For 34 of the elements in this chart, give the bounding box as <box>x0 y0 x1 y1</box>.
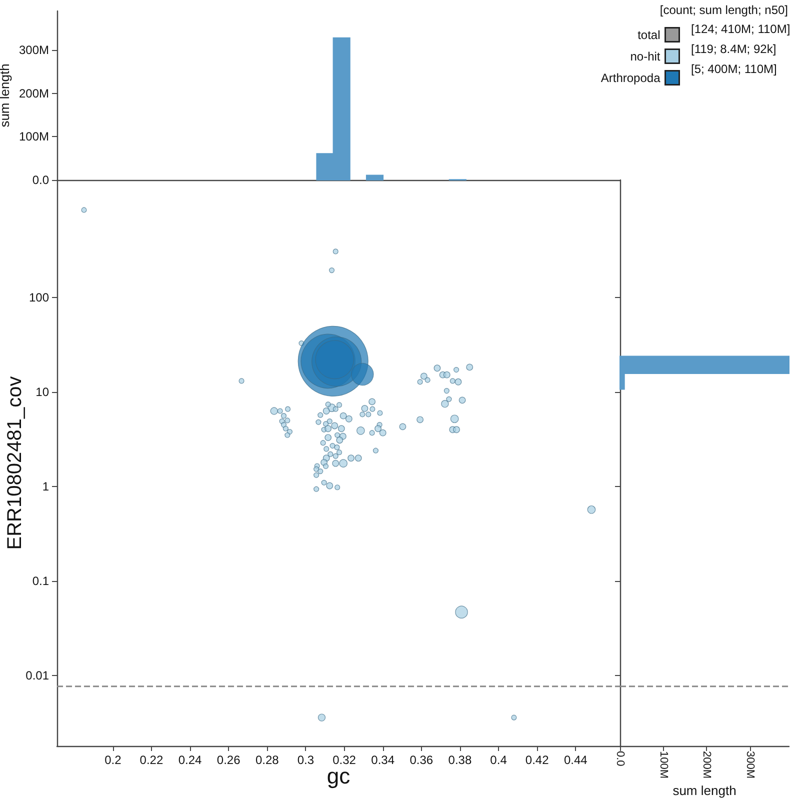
x-tick-label: 200M <box>700 751 713 779</box>
x-tick-label: 0.28 <box>255 753 280 767</box>
x-tick-label: 300M <box>744 751 756 779</box>
x-tick-label: 0.2 <box>104 753 122 767</box>
y-tick-label: 0.0 <box>32 173 50 187</box>
y-tick-label: 0.1 <box>32 574 50 588</box>
y-tick-label: 1 <box>42 480 50 494</box>
legend-label: no-hit <box>630 49 661 64</box>
y-tick-label: 0.01 <box>26 668 50 683</box>
x-tick-label: 100M <box>657 751 670 779</box>
x-axis-title: sum length <box>672 783 736 798</box>
x-tick-label: 0.4 <box>490 753 508 767</box>
text: [124; 410M; 110M] <box>691 22 790 36</box>
x-tick-label: 0.44 <box>564 753 588 767</box>
y-tick-label: 300M <box>18 43 49 57</box>
y-tick-label: 100M <box>18 130 49 144</box>
x-tick-label: 0.22 <box>140 753 164 767</box>
legend-label: Arthropoda <box>600 70 661 85</box>
text: [119; 8.4M; 92k] <box>691 42 776 56</box>
x-tick-label: 0.34 <box>371 753 395 767</box>
y-axis-title: ERR10802481_cov <box>4 376 26 550</box>
legend-label: total <box>638 28 660 42</box>
x-tick-label: 0.42 <box>525 753 550 767</box>
x-tick-label: 0.0 <box>614 751 626 766</box>
x-tick-label: 0.26 <box>216 753 241 767</box>
y-tick-label: 10 <box>36 385 50 400</box>
x-tick-label: 0.38 <box>448 753 472 767</box>
text: [5; 400M; 110M] <box>691 62 777 76</box>
legend-title: [count; sum length; n50] <box>660 3 788 17</box>
x-tick-label: 0.3 <box>297 753 314 767</box>
y-tick-label: 200M <box>18 86 49 100</box>
x-tick-label: 0.24 <box>178 753 202 767</box>
x-tick-label: 0.36 <box>410 753 434 767</box>
y-tick-label: 100 <box>28 290 50 304</box>
